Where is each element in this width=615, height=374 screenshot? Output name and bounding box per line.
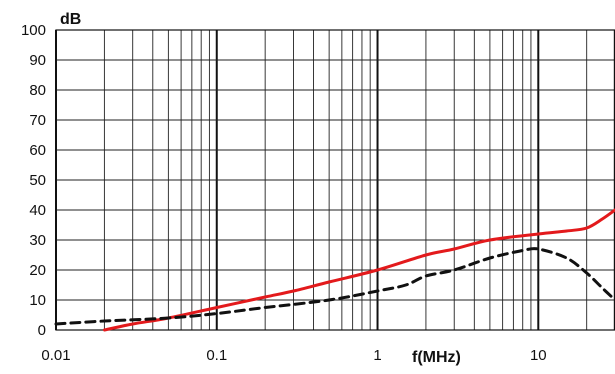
y-tick-label: 20 — [29, 262, 46, 279]
x-tick-label: 0.01 — [41, 347, 70, 364]
y-axis-title: dB — [60, 11, 81, 28]
y-tick-label: 90 — [29, 52, 46, 69]
y-tick-label: 60 — [29, 142, 46, 159]
y-tick-label: 100 — [21, 22, 46, 39]
x-axis-title: f(MHz) — [412, 349, 461, 366]
y-tick-label: 0 — [38, 322, 46, 339]
y-tick-labels: 0 10 20 30 40 50 60 70 80 90 100 — [21, 22, 46, 339]
x-tick-label: 0.1 — [206, 347, 227, 364]
series-layer — [54, 208, 615, 332]
y-tick-label: 40 — [29, 202, 46, 219]
x-tick-label: 1 — [373, 347, 381, 364]
y-tick-label: 30 — [29, 232, 46, 249]
y-tick-label: 50 — [29, 172, 46, 189]
plot-frame — [55, 29, 615, 331]
series-line-1 — [102, 208, 615, 332]
x-tick-label: 10 — [530, 347, 547, 364]
y-tick-label: 80 — [29, 82, 46, 99]
x-tick-labels: 0.01 0.1 1 10 — [41, 347, 546, 364]
y-tick-label: 70 — [29, 112, 46, 129]
series-line-2 — [54, 247, 615, 326]
y-tick-label: 10 — [29, 292, 46, 309]
